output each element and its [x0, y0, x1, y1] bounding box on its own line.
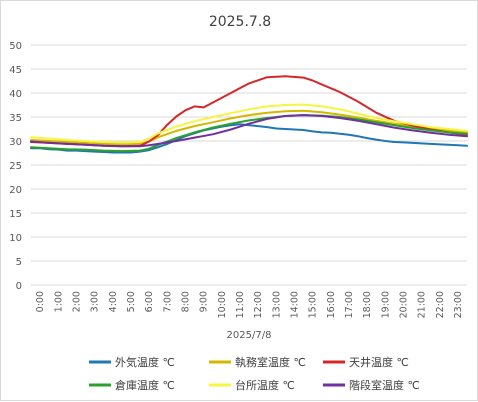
legend-entry: 天井温度 ℃: [349, 355, 409, 369]
legend-entry: 階段室温度 ℃: [349, 378, 420, 392]
x-tick-label: 14:00: [289, 291, 300, 318]
series-line-4: [30, 114, 468, 153]
legend-entry: 台所温度 ℃: [235, 378, 295, 392]
y-tick-label: 30: [9, 137, 22, 148]
y-tick-label: 25: [9, 161, 22, 172]
y-tick-label: 45: [9, 65, 22, 76]
x-tick-label: 0:00: [35, 291, 46, 312]
legend-entry: 外気温度 ℃: [115, 355, 175, 369]
series-line-5: [30, 103, 468, 144]
x-tick-label: 23:00: [453, 291, 464, 318]
x-tick-label: 3:00: [90, 291, 101, 312]
legend-entry: 倉庫温度 ℃: [115, 378, 175, 392]
y-tick-label: 35: [9, 113, 22, 124]
x-tick-label: 20:00: [398, 291, 409, 318]
x-tick-label: 15:00: [308, 291, 319, 318]
y-tick-label: 20: [9, 185, 22, 196]
x-tick-label: 13:00: [271, 291, 282, 318]
x-tick-label: 12:00: [253, 291, 264, 318]
x-tick-label: 6:00: [144, 291, 155, 312]
x-tick-label: 11:00: [235, 291, 246, 318]
x-tick-label: 4:00: [108, 291, 119, 312]
x-tick-label: 19:00: [380, 291, 391, 318]
x-tick-label: 22:00: [435, 291, 446, 318]
series-line-1: [30, 123, 468, 154]
y-tick-label: 5: [16, 257, 22, 268]
y-tick-label: 10: [9, 233, 22, 244]
y-tick-label: 50: [9, 41, 22, 52]
x-tick-label: 8:00: [180, 291, 191, 312]
series-line-2: [30, 109, 468, 146]
x-tick-label: 10:00: [217, 291, 228, 318]
x-tick-label: 1:00: [53, 291, 64, 312]
y-tick-label: 40: [9, 89, 22, 100]
x-tick-label: 9:00: [199, 291, 210, 312]
x-tick-label: 16:00: [326, 291, 337, 318]
x-tick-label: 18:00: [362, 291, 373, 318]
gridlines: [31, 44, 467, 286]
x-axis-ticks: 0:00 1:00 2:00 3:00 4:00 5:00 6:00 7:00 8:00 9:00…: [35, 291, 464, 318]
y-tick-label: 0: [16, 281, 22, 292]
legend-entry: 執務室温度 ℃: [235, 355, 306, 369]
x-tick-label: 21:00: [417, 291, 428, 318]
x-tick-label: 7:00: [162, 291, 173, 312]
series-line-6: [30, 114, 468, 148]
chart-title: 2025.7.8: [209, 14, 271, 30]
series-lines: [30, 75, 468, 154]
legend: 外気温度 ℃ 執務室温度 ℃ 天井温度 ℃ 倉庫温度 ℃ 台所温度 ℃ 階段室温度 ℃: [89, 355, 420, 392]
x-tick-label: 2:00: [71, 291, 82, 312]
y-tick-label: 15: [9, 209, 22, 220]
x-tick-label: 5:00: [126, 291, 137, 312]
x-axis-label: 2025/7/8: [227, 330, 272, 341]
y-axis-ticks: 0 5 10 15 20 25 30 35 40 45 50: [9, 41, 22, 292]
series-line-3: [30, 75, 468, 148]
x-tick-label: 17:00: [344, 291, 355, 318]
